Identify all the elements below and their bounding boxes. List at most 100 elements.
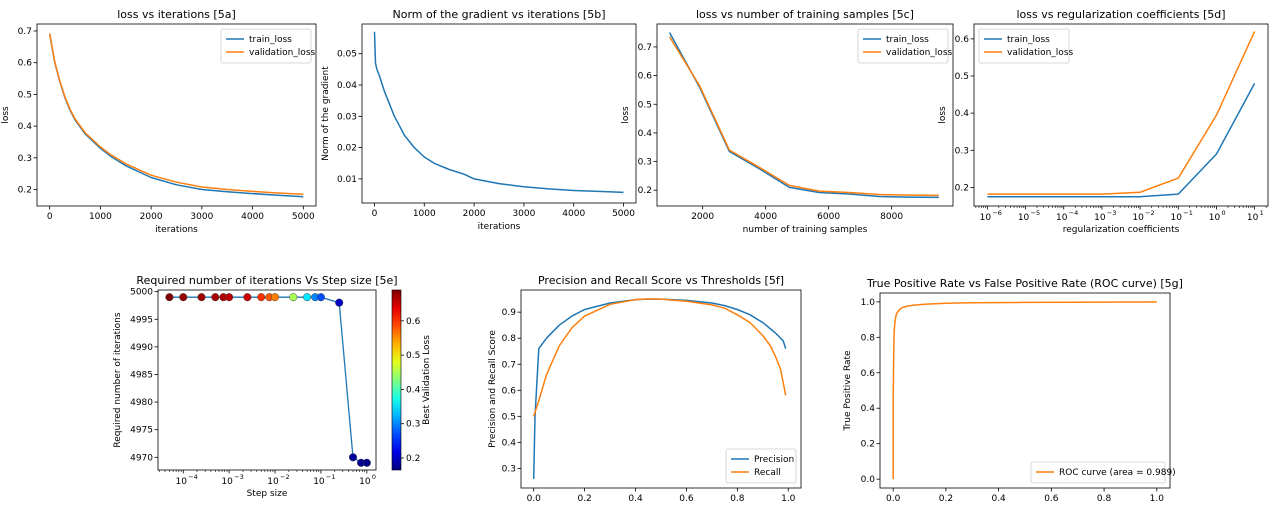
series-line-validation-loss — [987, 31, 1256, 195]
x-tick-label: 0.4 — [991, 494, 1006, 504]
colorbar-tick-label: 0.4 — [406, 385, 421, 395]
plot-area — [892, 301, 1157, 480]
scatter-point — [316, 293, 325, 302]
legend-frame — [1030, 461, 1166, 484]
x-tick-label: 10 — [1132, 213, 1144, 223]
x-tick-exponent: −2 — [1145, 209, 1155, 217]
y-tick-label: 0.6 — [861, 369, 876, 379]
x-tick-exponent: 0 — [1221, 209, 1225, 217]
y-tick-label: 0.0 — [861, 475, 876, 485]
y-axis-label: Required number of iterations — [113, 312, 123, 447]
y-tick-label: 0.7 — [18, 27, 32, 37]
scatter-point — [362, 458, 371, 467]
x-tick-label: 10 — [176, 477, 188, 487]
chart-title: Precision and Recall Score vs Thresholds… — [538, 274, 784, 287]
legend: ROC curve (area = 0.989) — [1030, 461, 1176, 484]
plot-area — [668, 32, 939, 199]
x-tick-exponent: 1 — [1260, 209, 1264, 217]
legend-label: validation_loss — [249, 48, 316, 58]
y-tick-label: 0.3 — [638, 158, 652, 168]
x-tick-exponent: −6 — [992, 209, 1002, 217]
colorbar-gradient — [391, 289, 402, 471]
scatter-point — [197, 293, 206, 302]
x-tick-exponent: −5 — [1031, 209, 1041, 217]
legend-frame — [857, 28, 949, 64]
chart-title: loss vs number of training samples [5c] — [696, 8, 914, 21]
chart-5f: Precision and Recall Score vs Thresholds… — [488, 274, 802, 504]
series-line-train-loss — [987, 83, 1256, 198]
x-tick-label: 1.0 — [781, 494, 796, 504]
chart-title: Required number of iterations Vs Step si… — [136, 274, 397, 287]
x-tick-label: 8000 — [880, 212, 903, 222]
chart-title: True Positive Rate vs False Positive Rat… — [866, 277, 1183, 290]
legend-frame — [978, 28, 1070, 64]
chart-title: loss vs regularization coefficients [5d] — [1016, 8, 1225, 21]
x-tick-label: 4000 — [754, 212, 777, 222]
legend-frame — [220, 28, 312, 64]
scatter-point — [243, 293, 252, 302]
y-axis-label: loss — [1, 106, 11, 124]
x-tick-label: 0.6 — [1044, 494, 1059, 504]
y-tick-label: 0.6 — [955, 35, 970, 45]
y-tick-label: 0.3 — [502, 464, 516, 474]
colorbar-tick-label: 0.3 — [406, 420, 420, 430]
y-axis-label: Precision and Recall Score — [488, 330, 498, 448]
legend: train_loss validation_loss — [857, 28, 953, 64]
x-tick-label: 2000 — [463, 209, 486, 219]
x-tick-exponent: −1 — [1183, 209, 1193, 217]
y-tick-label: 0.5 — [18, 90, 32, 100]
y-tick-label: 0.2 — [861, 440, 875, 450]
axes-frame — [520, 289, 802, 489]
chart-5e: Required number of iterations Vs Step si… — [113, 274, 432, 499]
y-tick-label: 4995 — [130, 315, 153, 325]
connecting-line — [169, 296, 367, 464]
chart-title: loss vs iterations [5a] — [117, 8, 236, 21]
axes-frame — [879, 292, 1171, 489]
x-tick-label: 4000 — [241, 212, 264, 222]
x-tick-label: 0.0 — [886, 494, 901, 504]
y-tick-label: 0.4 — [638, 129, 653, 139]
plot-area — [532, 298, 787, 479]
x-tick-label: 5000 — [292, 212, 315, 222]
chart-5c: loss vs number of training samples [5c] 2… — [621, 8, 954, 235]
y-tick-label: 4990 — [130, 343, 153, 353]
x-tick-label: 0 — [372, 209, 378, 219]
y-tick-label: 0.2 — [955, 183, 969, 193]
x-tick-exponent: 0 — [372, 473, 376, 481]
x-tick-exponent: −3 — [234, 473, 244, 481]
x-axis-label: Step size — [247, 489, 288, 499]
y-tick-label: 0.8 — [861, 333, 876, 343]
x-tick-exponent: −2 — [280, 473, 290, 481]
scatter-point — [270, 293, 280, 302]
axes-frame — [973, 23, 1269, 207]
legend-label: ROC curve (area = 0.989) — [1059, 468, 1176, 478]
legend: Precision Recall — [725, 448, 797, 484]
x-tick-label: 10 — [1247, 213, 1259, 223]
legend-label: validation_loss — [1007, 48, 1074, 58]
x-tick-label: 10 — [1171, 213, 1183, 223]
axes-frame — [36, 23, 317, 207]
plot-area — [165, 293, 371, 467]
x-tick-label: 0.4 — [628, 494, 643, 504]
y-tick-label: 4975 — [130, 426, 153, 436]
chart-5a: loss vs iterations [5a] 0 1000 2000 3000 4000… — [1, 8, 317, 235]
y-tick-label: 0.7 — [638, 43, 652, 53]
x-axis-label: regularization coefficients — [1063, 225, 1180, 235]
y-axis-label: loss — [938, 106, 948, 124]
axes-frame — [157, 289, 377, 471]
x-tick-label: 0.8 — [730, 494, 745, 504]
x-tick-label: 10 — [1094, 213, 1106, 223]
colorbar-tick-label: 0.5 — [406, 351, 420, 361]
legend: train_loss validation_loss — [220, 28, 316, 64]
plot-area — [987, 31, 1256, 198]
scatter-point — [348, 453, 358, 462]
x-tick-label: 10 — [980, 213, 992, 223]
colorbar-tick-label: 0.6 — [406, 317, 421, 327]
legend-frame — [725, 448, 797, 484]
legend-label: train_loss — [249, 35, 292, 45]
x-tick-label: 10 — [1018, 213, 1030, 223]
x-tick-label: 0 — [47, 212, 53, 222]
chart-title: Norm of the gradient vs iterations [5b] — [393, 8, 606, 21]
chart-5b: Norm of the gradient vs iterations [5b] 0… — [321, 8, 637, 232]
y-tick-label: 1.0 — [861, 298, 876, 308]
